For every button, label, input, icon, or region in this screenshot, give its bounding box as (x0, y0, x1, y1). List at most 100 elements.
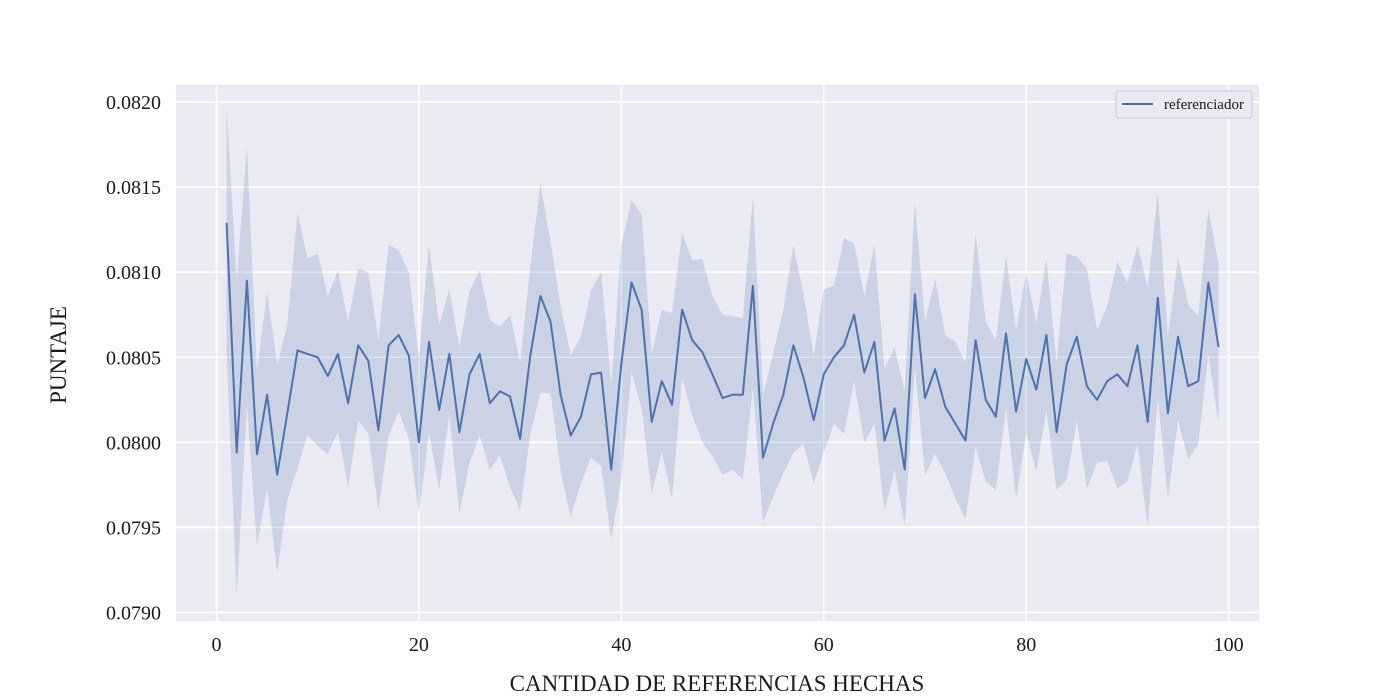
series-line-referenciador (225, 222, 1220, 476)
data-point (570, 435, 572, 437)
data-point (954, 423, 956, 425)
data-point (398, 334, 400, 336)
x-tick-label: 40 (611, 634, 631, 656)
x-tick-label: 100 (1214, 634, 1244, 656)
data-point (489, 402, 491, 404)
data-point (914, 293, 916, 295)
data-point (722, 397, 724, 399)
data-point (317, 356, 319, 358)
data-point (701, 351, 703, 353)
data-point (479, 353, 481, 355)
data-point (1167, 412, 1169, 414)
x-tick-labels: 0 20 40 60 80 100 (211, 634, 1243, 656)
data-point (620, 363, 622, 365)
data-point (1116, 373, 1118, 375)
data-point (266, 394, 268, 396)
data-point (1106, 380, 1108, 382)
data-point (661, 380, 663, 382)
data-point (732, 394, 734, 396)
series-line-layer (225, 222, 1220, 476)
data-point (1056, 431, 1058, 433)
data-point (448, 353, 450, 355)
y-tick-label: 0.0810 (106, 262, 161, 284)
data-point (256, 453, 258, 455)
data-point (985, 399, 987, 401)
data-point (813, 419, 815, 421)
data-point (377, 429, 379, 431)
data-point (965, 440, 967, 442)
legend-label: referenciador (1164, 97, 1244, 113)
data-point (286, 412, 288, 414)
data-point (519, 438, 521, 440)
data-point (823, 373, 825, 375)
data-point (1207, 281, 1209, 283)
data-point (509, 395, 511, 397)
data-point (367, 360, 369, 362)
data-point (752, 285, 754, 287)
data-point (357, 344, 359, 346)
y-tick-label: 0.0805 (106, 347, 161, 369)
data-point (631, 281, 633, 283)
data-point (1197, 380, 1199, 382)
data-point (1187, 385, 1189, 387)
grid (176, 85, 1259, 621)
data-point (458, 431, 460, 433)
data-point (276, 474, 278, 476)
data-point (226, 222, 228, 224)
data-point (671, 404, 673, 406)
data-point (762, 457, 764, 459)
data-point (1015, 411, 1017, 413)
data-point (934, 368, 936, 370)
data-point (1137, 344, 1139, 346)
data-point (873, 341, 875, 343)
data-point (1218, 346, 1220, 348)
y-tick-labels: 0.0790 0.0795 0.0800 0.0805 0.0810 0.0815 0.08… (106, 92, 161, 624)
data-point (246, 280, 248, 282)
x-tick-label: 0 (211, 634, 221, 656)
data-point (995, 416, 997, 418)
data-point (651, 421, 653, 423)
data-point (438, 409, 440, 411)
data-point (428, 341, 430, 343)
y-tick-label: 0.0790 (106, 602, 161, 624)
data-point (236, 452, 238, 454)
x-tick-label: 20 (409, 634, 429, 656)
data-point (772, 423, 774, 425)
data-point (550, 321, 552, 323)
data-point (1045, 334, 1047, 336)
data-point (590, 373, 592, 375)
legend-box (1115, 90, 1253, 119)
data-point (944, 406, 946, 408)
data-point (863, 372, 865, 374)
y-tick-label: 0.0820 (106, 92, 161, 114)
confidence-band (226, 107, 1219, 596)
data-point (1086, 385, 1088, 387)
data-point (691, 339, 693, 341)
data-point (1157, 297, 1159, 299)
data-point (347, 402, 349, 404)
data-point (782, 394, 784, 396)
data-point (408, 355, 410, 357)
data-point (1096, 399, 1098, 401)
data-point (560, 394, 562, 396)
data-point (792, 344, 794, 346)
data-point (904, 469, 906, 471)
data-point (499, 390, 501, 392)
data-point (1177, 336, 1179, 338)
y-tick-label: 0.0795 (106, 517, 161, 539)
data-point (884, 440, 886, 442)
data-point (1147, 421, 1149, 423)
data-point (833, 356, 835, 358)
y-tick-label: 0.0800 (106, 432, 161, 454)
data-point (539, 295, 541, 297)
data-point (610, 469, 612, 471)
data-point (1076, 336, 1078, 338)
data-point (600, 372, 602, 374)
x-tick-label: 60 (814, 634, 834, 656)
legend: referenciador (1115, 90, 1253, 119)
y-tick-label: 0.0815 (106, 177, 161, 199)
data-point (580, 416, 582, 418)
confidence-band-layer (226, 107, 1219, 596)
data-point (337, 353, 339, 355)
